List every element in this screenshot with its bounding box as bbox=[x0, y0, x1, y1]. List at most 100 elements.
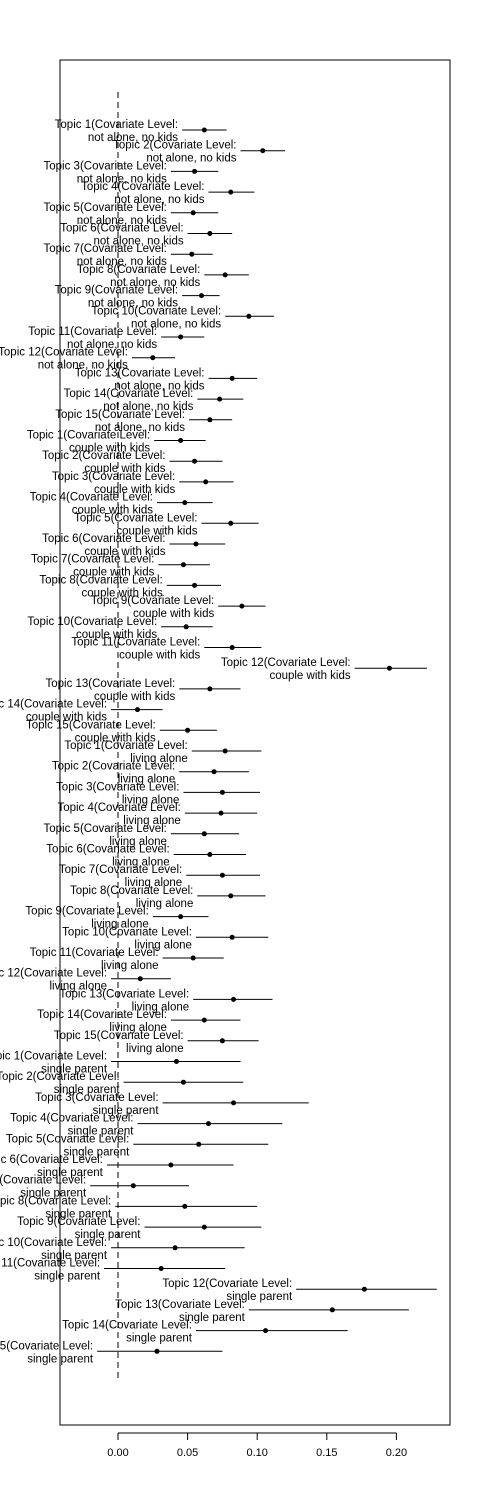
point-estimate bbox=[228, 189, 234, 195]
point-label-level: couple with kids bbox=[84, 546, 165, 558]
point-label-topic: Topic 4(Covariate Level: bbox=[30, 492, 153, 504]
point-label-level: living alone bbox=[109, 1022, 167, 1034]
point-estimate bbox=[228, 893, 234, 899]
point-estimate bbox=[180, 562, 186, 568]
point-estimate bbox=[207, 417, 213, 423]
point-label-level: single parent bbox=[41, 1064, 108, 1076]
point-estimate bbox=[193, 541, 199, 547]
point-estimate bbox=[192, 168, 198, 174]
point-label-topic: Topic 5(Covariate Level: bbox=[44, 202, 167, 214]
point-estimate bbox=[219, 789, 225, 795]
point-estimate bbox=[182, 500, 188, 506]
point-estimate bbox=[182, 1203, 188, 1209]
point-estimate bbox=[199, 293, 205, 299]
point-estimate bbox=[207, 852, 213, 857]
point-label-topic: Topic 4(Covariate Level: bbox=[10, 1113, 133, 1125]
point-label-topic: Topic 7(Covariate Level: bbox=[0, 1175, 86, 1187]
point-label-level: single parent bbox=[37, 1167, 104, 1179]
point-label-level: not alone, no kids bbox=[67, 339, 157, 351]
point-label-level: couple with kids bbox=[116, 525, 197, 537]
point-label-topic: Topic 6(Covariate Level: bbox=[46, 844, 169, 856]
point-label-level: living alone bbox=[130, 753, 188, 765]
point-label-level: not alone, no kids bbox=[146, 153, 236, 165]
point-estimate bbox=[246, 313, 252, 319]
point-estimate bbox=[228, 520, 234, 526]
point-label-topic: Topic 2(Covariate Level: bbox=[113, 140, 236, 152]
point-label-topic: Topic 15(Covariate Level: bbox=[55, 409, 185, 421]
point-estimate bbox=[130, 1183, 136, 1189]
point-label-topic: Topic 5(Covariate Level: bbox=[74, 512, 197, 524]
point-estimate bbox=[158, 1266, 164, 1271]
point-label-level: living alone bbox=[109, 836, 167, 848]
point-estimate bbox=[211, 769, 217, 775]
point-label-topic: Topic 9(Covariate Level: bbox=[55, 285, 178, 297]
point-label-level: living alone bbox=[112, 857, 170, 869]
point-label-level: single parent bbox=[20, 1188, 87, 1200]
point-label-level: living alone bbox=[136, 898, 194, 910]
point-label-topic: Topic 15(Covariate Level: bbox=[0, 1340, 93, 1352]
point-estimate bbox=[201, 1017, 207, 1023]
point-estimate bbox=[203, 479, 209, 485]
point-estimate bbox=[229, 375, 235, 381]
point-label-level: living alone bbox=[91, 919, 149, 931]
point-label-topic: Topic 3(Covariate Level: bbox=[44, 160, 167, 172]
point-label-level: not alone, no kids bbox=[95, 422, 185, 434]
point-label-level: living alone bbox=[122, 794, 180, 806]
point-label-level: living alone bbox=[101, 960, 159, 972]
point-label-level: single parent bbox=[63, 1146, 130, 1158]
point-estimate bbox=[192, 582, 198, 588]
point-label-level: single parent bbox=[34, 1271, 101, 1283]
point-estimate bbox=[207, 231, 213, 236]
point-label-topic: Topic 12(Covariate Level: bbox=[0, 968, 107, 980]
point-estimate bbox=[222, 272, 228, 278]
point-label-level: couple with kids bbox=[76, 629, 157, 641]
x-tick-label: 0.05 bbox=[177, 1447, 198, 1459]
point-label-topic: Topic 8(Covariate Level: bbox=[70, 885, 193, 897]
point-label-level: couple with kids bbox=[26, 712, 107, 724]
point-label-topic: Topic 14(Covariate Level: bbox=[0, 699, 107, 711]
point-label-topic: Topic 15(Covariate Level: bbox=[54, 1030, 184, 1042]
point-estimate bbox=[189, 251, 195, 257]
point-label-level: not alone, no kids bbox=[77, 256, 167, 268]
point-label-level: single parent bbox=[93, 1105, 160, 1117]
point-label-level: single parent bbox=[41, 1250, 108, 1262]
point-label-topic: Topic 7(Covariate Level: bbox=[44, 243, 167, 255]
point-estimate bbox=[183, 624, 189, 630]
point-label-topic: Topic 15(Covariate Level: bbox=[26, 719, 156, 731]
chart-marks bbox=[90, 92, 437, 1380]
point-label-level: couple with kids bbox=[119, 650, 200, 662]
point-estimate bbox=[263, 1328, 269, 1334]
point-estimate bbox=[201, 127, 207, 133]
x-axis: 0.00 0.05 0.10 0.15 0.20 bbox=[107, 1432, 407, 1459]
point-label-level: single parent bbox=[126, 1333, 193, 1345]
point-label-topic: Topic 6(Covariate Level: bbox=[60, 223, 183, 235]
point-label-level: living alone bbox=[125, 877, 183, 889]
point-estimate bbox=[173, 1059, 179, 1064]
point-label-level: living alone bbox=[123, 815, 181, 827]
x-tick-label: 0.00 bbox=[107, 1447, 128, 1459]
point-label-topic: Topic 3(Covariate Level: bbox=[35, 1092, 158, 1104]
point-label-level: couple with kids bbox=[94, 691, 175, 703]
point-label-topic: Topic 9(Covariate Level: bbox=[91, 595, 214, 607]
point-estimate bbox=[222, 748, 228, 754]
point-label-level: living alone bbox=[49, 981, 107, 993]
point-label-topic: Topic 7(Covariate Level: bbox=[31, 554, 154, 566]
point-estimate bbox=[239, 603, 245, 609]
point-estimate bbox=[386, 665, 392, 671]
point-label-level: not alone, no kids bbox=[131, 318, 221, 330]
point-label-topic: Topic 9(Covariate Level: bbox=[17, 1216, 140, 1228]
point-label-topic: Topic 12(Covariate Level: bbox=[221, 657, 351, 669]
point-label-level: couple with kids bbox=[69, 443, 150, 455]
point-estimate bbox=[201, 1224, 207, 1230]
point-label-topic: Topic 8(Covariate Level: bbox=[77, 264, 200, 276]
point-estimate bbox=[168, 1162, 174, 1168]
point-estimate bbox=[207, 686, 213, 692]
point-label-topic: Topic 6(Covariate Level: bbox=[42, 533, 165, 545]
point-label-level: single parent bbox=[54, 1084, 121, 1096]
point-label-level: not alone, no kids bbox=[88, 298, 178, 310]
point-estimate bbox=[219, 1038, 225, 1044]
point-label-level: not alone, no kids bbox=[88, 132, 178, 144]
point-estimate bbox=[180, 1079, 186, 1085]
point-label-level: not alone, no kids bbox=[77, 173, 167, 185]
point-label-topic: Topic 11(Covariate Level: bbox=[28, 326, 157, 338]
